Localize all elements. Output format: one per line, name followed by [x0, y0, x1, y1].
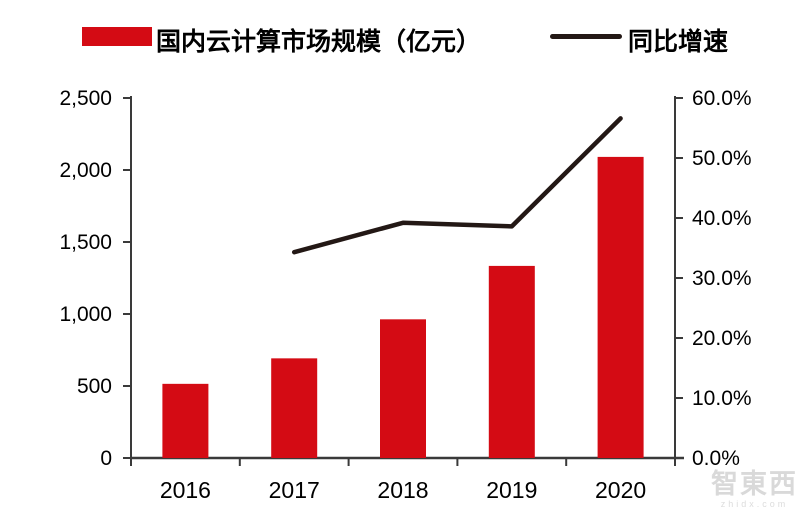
bar-series-swatch [82, 27, 152, 46]
x-axis-label: 2019 [486, 477, 537, 503]
watermark-subtext: zhidx.com [720, 499, 789, 509]
right-axis-tick-label: 60.0% [692, 87, 752, 110]
right-axis-tick-label: 50.0% [692, 147, 752, 170]
x-axis-label: 2018 [377, 477, 428, 503]
right-axis-tick-label: 10.0% [692, 387, 752, 410]
right-axis-tick-label: 20.0% [692, 327, 752, 350]
bar-2016 [162, 383, 209, 458]
line-series-swatch [550, 34, 622, 39]
bar-2017 [271, 358, 318, 458]
left-axis-tick-label: 2,000 [59, 159, 112, 182]
bar-2019 [488, 265, 535, 458]
growth-rate-line [291, 116, 623, 255]
left-axis-tick-label: 2,500 [59, 87, 112, 110]
watermark: 智東西 zhidx.com [711, 471, 798, 509]
x-axis-label: 2020 [595, 477, 646, 503]
left-axis-tick-label: 0 [100, 447, 112, 470]
x-axis-label: 2017 [269, 477, 320, 503]
bar-2020 [597, 156, 644, 458]
right-axis-tick-label: 30.0% [692, 267, 752, 290]
watermark-text: 智東西 [711, 469, 798, 499]
right-axis-tick-label: 0.0% [692, 447, 740, 470]
left-axis-tick-label: 1,000 [59, 303, 112, 326]
line-series-label: 同比增速 [628, 28, 729, 56]
bar-2018 [380, 319, 426, 458]
left-axis-tick-label: 500 [77, 375, 112, 398]
x-axis-label: 2016 [160, 477, 211, 503]
left-axis-tick-label: 1,500 [59, 231, 112, 254]
bar-series-label: 国内云计算市场规模（亿元） [156, 28, 482, 56]
right-axis-tick-label: 40.0% [692, 207, 752, 230]
